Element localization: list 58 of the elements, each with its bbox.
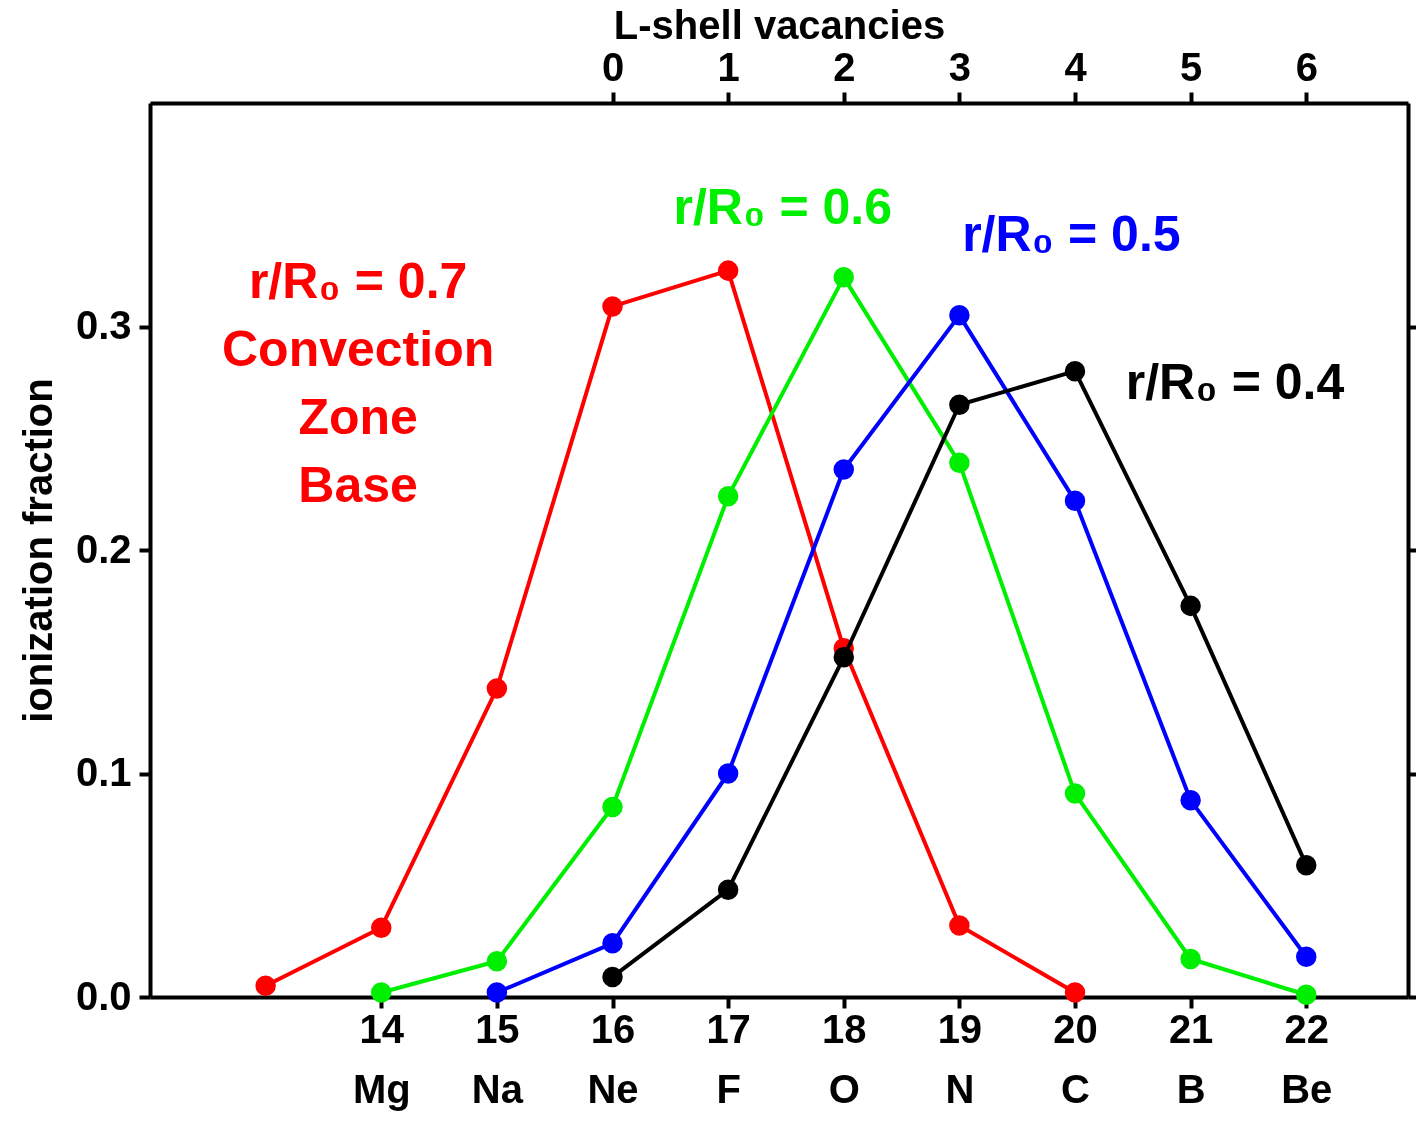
x2-tick-label: 6 — [1295, 44, 1318, 89]
point — [1064, 982, 1086, 1003]
point — [949, 452, 970, 474]
point — [602, 796, 623, 818]
point — [486, 951, 508, 972]
point — [717, 763, 739, 784]
x2-tick-label: 2 — [833, 44, 856, 89]
point — [949, 305, 970, 326]
point — [833, 459, 854, 480]
point — [486, 982, 508, 1003]
y-tick-label: 0.3 — [75, 303, 132, 347]
series-label: r/R₀ = 0.6 — [673, 179, 892, 236]
y-tick-label: 0.0 — [75, 973, 132, 1018]
x-tick-label: 21 B — [1168, 1006, 1214, 1111]
point — [486, 678, 508, 699]
point — [1296, 984, 1317, 1005]
y-tick-label: 0.2 — [75, 526, 132, 571]
point — [1296, 854, 1317, 876]
series-label: r/R₀ = 0.5 — [962, 206, 1181, 263]
x2-tick-label: 4 — [1064, 44, 1088, 89]
annotation: Convection Zone Base — [222, 320, 495, 513]
x-tick-label: 18 O — [822, 1006, 867, 1111]
point — [949, 915, 970, 936]
point — [1064, 360, 1086, 382]
point — [717, 879, 739, 900]
text: r/R₀ = 0.7 — [248, 252, 468, 309]
point — [717, 486, 739, 507]
point — [1180, 790, 1201, 811]
point — [255, 975, 276, 997]
x-tick-label: 19 N — [937, 1006, 983, 1111]
point — [1064, 783, 1086, 804]
point — [1064, 490, 1086, 512]
series-label: r/R₀ = 0.4 — [1125, 354, 1345, 411]
x2-tick-label: 1 — [717, 44, 740, 89]
x2-tick-label: 0 — [601, 44, 625, 89]
point — [602, 966, 623, 988]
x-tick-label: 20 C — [1053, 1006, 1098, 1111]
y-axis-title: ionization fraction — [15, 378, 60, 723]
x-tick-label: 16 Ne — [587, 1006, 639, 1111]
x2-tick-label: 5 — [1180, 44, 1203, 89]
point — [602, 296, 623, 317]
point — [833, 267, 854, 288]
point — [602, 933, 623, 954]
point — [371, 917, 392, 938]
point — [1180, 595, 1201, 617]
point — [949, 394, 970, 415]
x2-tick-label: 3 — [948, 44, 971, 89]
y-tick-label: 0.1 — [75, 750, 132, 794]
x-tick-label: 17 F — [706, 1006, 751, 1111]
x2-axis-title: L-shell vacancies — [613, 2, 946, 47]
x-tick-label: 15 Na — [471, 1006, 524, 1111]
x-tick-label: 22 Be — [1281, 1006, 1333, 1111]
x-tick-label: 14 Mg — [352, 1006, 411, 1111]
point — [833, 647, 854, 668]
point — [371, 982, 392, 1003]
point — [1296, 946, 1317, 967]
point — [1180, 948, 1201, 970]
point — [717, 260, 739, 281]
